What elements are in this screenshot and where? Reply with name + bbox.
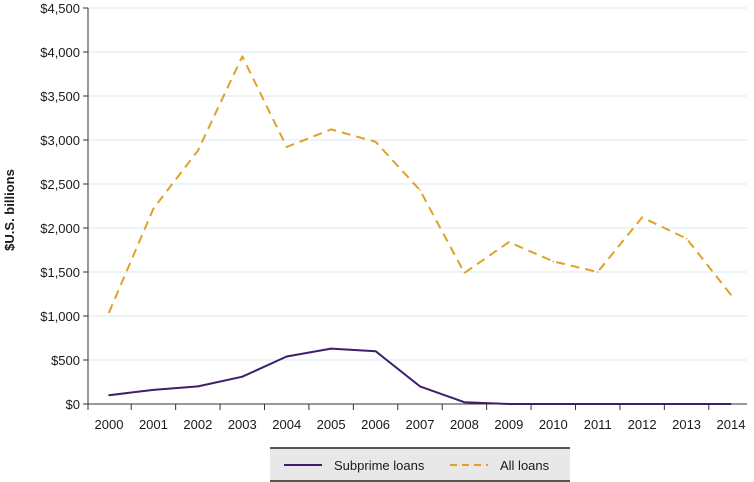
x-tick-label: 2013	[672, 417, 701, 432]
data-point-all-loans	[152, 207, 155, 210]
data-point-subprime-loans	[419, 385, 421, 388]
data-point-subprime-loans	[641, 403, 643, 405]
x-tick-label: 2010	[539, 417, 568, 432]
data-point-subprime-loans	[685, 403, 688, 405]
data-point-subprime-loans	[730, 403, 732, 405]
y-tick-label: $3,500	[40, 89, 80, 104]
y-tick-label: $0	[66, 397, 80, 412]
data-point-subprime-loans	[374, 350, 377, 353]
y-axis-ticks: $0 $500 $1,000 $1,500 $2,000 $2,500 $3,000 $3,5…	[40, 1, 88, 412]
legend: Subprime loans All loans	[270, 447, 570, 482]
data-point-all-loans	[730, 294, 732, 296]
data-point-all-loans	[596, 271, 599, 273]
data-point-subprime-loans	[152, 389, 155, 391]
y-tick-label: $1,500	[40, 265, 80, 280]
x-tick-label: 2006	[361, 417, 390, 432]
x-tick-label: 2002	[183, 417, 212, 432]
data-point-all-loans	[330, 128, 332, 131]
legend-label-all-loans: All loans	[500, 458, 550, 473]
x-tick-label: 2004	[272, 417, 301, 432]
legend-label-subprime-loans: Subprime loans	[334, 458, 425, 473]
data-point-all-loans	[685, 237, 688, 240]
y-tick-label: $4,000	[40, 45, 80, 60]
x-tick-label: 2009	[494, 417, 523, 432]
data-point-all-loans	[508, 241, 510, 243]
x-tick-label: 2001	[139, 417, 168, 432]
data-point-all-loans	[197, 149, 199, 152]
x-tick-label: 2012	[628, 417, 657, 432]
y-axis-label: $U.S. billions	[2, 169, 17, 251]
data-point-subprime-loans	[330, 347, 332, 350]
data-point-all-loans	[641, 216, 643, 219]
data-point-all-loans	[374, 140, 377, 143]
series-lines	[108, 55, 732, 405]
data-point-all-loans	[285, 146, 288, 148]
data-point-all-loans	[419, 189, 421, 191]
axes	[87, 8, 747, 405]
y-tick-label: $500	[51, 353, 80, 368]
data-point-subprime-loans	[463, 401, 466, 404]
x-tick-label: 2003	[228, 417, 257, 432]
data-point-subprime-loans	[108, 394, 110, 397]
y-tick-label: $2,500	[40, 177, 80, 192]
y-tick-label: $2,000	[40, 221, 80, 236]
x-tick-label: 2007	[406, 417, 435, 432]
x-tick-label: 2008	[450, 417, 479, 432]
data-point-all-loans	[552, 260, 555, 263]
data-point-subprime-loans	[285, 355, 288, 358]
y-tick-label: $3,000	[40, 133, 80, 148]
data-point-subprime-loans	[596, 403, 599, 405]
data-point-all-loans	[241, 55, 244, 58]
x-tick-label: 2014	[717, 417, 746, 432]
data-point-subprime-loans	[241, 375, 244, 378]
x-tick-label: 2000	[95, 417, 124, 432]
series-line-subprime-loans	[108, 347, 731, 405]
data-point-all-loans	[463, 272, 466, 274]
data-point-all-loans	[108, 311, 110, 314]
data-point-subprime-loans	[552, 403, 555, 405]
x-tick-label: 2005	[317, 417, 346, 432]
x-axis-ticks: 2000 2001 2002 2003 2004 2005 2006 2007 2008 2009…	[87, 404, 746, 432]
grid-lines	[88, 7, 747, 361]
data-point-subprime-loans	[197, 385, 199, 388]
y-tick-label: $4,500	[40, 1, 80, 16]
data-point-subprime-loans	[508, 403, 510, 405]
y-tick-label: $1,000	[40, 309, 80, 324]
x-tick-label: 2011	[584, 417, 612, 432]
